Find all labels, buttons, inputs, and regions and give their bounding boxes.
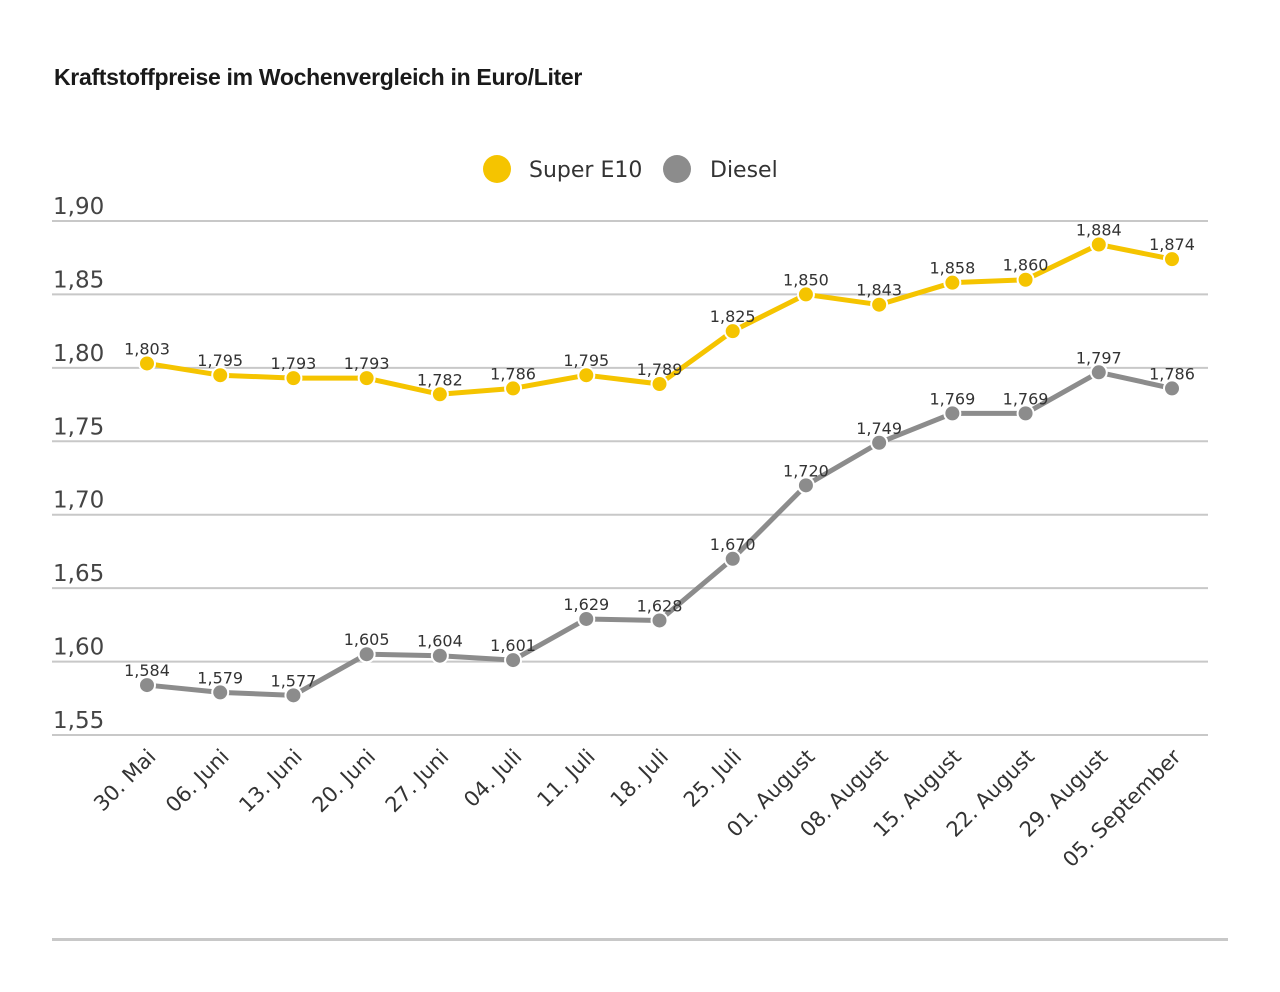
data-label-diesel: 1,769 bbox=[929, 389, 975, 408]
data-label-super-e10: 1,793 bbox=[271, 354, 317, 373]
data-point-super-e10 bbox=[504, 379, 523, 398]
data-label-diesel: 1,601 bbox=[490, 636, 536, 655]
data-label-diesel: 1,720 bbox=[783, 461, 829, 480]
data-label-super-e10: 1,884 bbox=[1076, 220, 1122, 239]
data-label-super-e10: 1,858 bbox=[929, 259, 975, 278]
y-tick-label: 1,90 bbox=[53, 194, 104, 220]
y-tick-label: 1,55 bbox=[53, 708, 104, 734]
data-point-super-e10 bbox=[723, 322, 742, 341]
data-label-super-e10: 1,793 bbox=[344, 354, 390, 373]
bottom-divider bbox=[52, 938, 1228, 941]
y-tick-label: 1,70 bbox=[53, 488, 104, 514]
chart-title: Kraftstoffpreise im Wochenvergleich in E… bbox=[54, 64, 583, 90]
data-point-diesel bbox=[577, 609, 596, 628]
data-point-super-e10 bbox=[138, 354, 156, 373]
data-point-super-e10 bbox=[1163, 250, 1181, 269]
data-point-super-e10 bbox=[357, 369, 376, 388]
data-point-diesel bbox=[357, 645, 376, 664]
data-point-super-e10 bbox=[943, 273, 962, 292]
x-tick-label: 30. Mai bbox=[89, 745, 160, 816]
series-diesel: 1,584 1,579 1,577 1,605 1,604 1,601 1,629 1,628… bbox=[124, 348, 1195, 705]
y-tick-label: 1,60 bbox=[53, 635, 104, 661]
data-label-diesel: 1,786 bbox=[1149, 364, 1195, 383]
x-axis-ticks: 30. Mai 06. Juni 13. Juni 20. Juni 27. Juni 0… bbox=[89, 744, 1186, 872]
data-label-diesel: 1,670 bbox=[710, 535, 756, 554]
data-point-super-e10 bbox=[211, 366, 230, 385]
data-label-super-e10: 1,843 bbox=[856, 281, 902, 300]
data-point-diesel bbox=[796, 476, 815, 495]
data-point-super-e10 bbox=[650, 375, 669, 394]
y-tick-label: 1,65 bbox=[53, 561, 104, 587]
data-point-super-e10 bbox=[1089, 235, 1108, 254]
data-point-diesel bbox=[723, 549, 742, 568]
data-label-diesel: 1,749 bbox=[856, 419, 902, 438]
data-label-super-e10: 1,850 bbox=[783, 270, 829, 289]
x-tick-label: 25. Juli bbox=[679, 745, 746, 812]
data-label-diesel: 1,579 bbox=[197, 668, 243, 687]
data-point-diesel bbox=[650, 611, 669, 630]
y-tick-label: 1,80 bbox=[53, 341, 104, 367]
data-label-diesel: 1,769 bbox=[1003, 389, 1049, 408]
series-line-diesel bbox=[146, 369, 1173, 698]
data-point-diesel bbox=[211, 683, 230, 702]
data-label-super-e10: 1,860 bbox=[1003, 256, 1049, 275]
data-point-diesel bbox=[943, 404, 962, 423]
x-tick-label: 20. Juni bbox=[308, 745, 381, 818]
x-tick-label: 13. Juni bbox=[234, 745, 307, 818]
series-group: 1,803 1,795 1,793 1,793 1,782 1,786 1,795 1,789… bbox=[124, 220, 1195, 705]
legend-marker-super-e10 bbox=[483, 155, 511, 183]
data-label-super-e10: 1,825 bbox=[710, 307, 756, 326]
data-label-diesel: 1,577 bbox=[271, 671, 317, 690]
data-label-diesel: 1,797 bbox=[1076, 348, 1122, 367]
data-label-super-e10: 1,803 bbox=[124, 339, 170, 358]
data-label-diesel: 1,629 bbox=[563, 595, 609, 614]
data-label-diesel: 1,605 bbox=[344, 630, 390, 649]
data-label-super-e10: 1,782 bbox=[417, 370, 463, 389]
series-super-e10: 1,803 1,795 1,793 1,793 1,782 1,786 1,795 1,789… bbox=[124, 220, 1195, 404]
data-point-super-e10 bbox=[1016, 270, 1035, 289]
x-tick-label: 11. Juli bbox=[532, 745, 599, 812]
x-tick-label: 27. Juni bbox=[381, 745, 454, 818]
legend-marker-diesel bbox=[663, 155, 691, 183]
data-label-diesel: 1,604 bbox=[417, 632, 463, 651]
legend: Super E10 Diesel bbox=[483, 155, 778, 183]
data-label-diesel: 1,584 bbox=[124, 661, 170, 680]
data-point-diesel bbox=[138, 676, 156, 695]
y-tick-label: 1,75 bbox=[53, 414, 104, 440]
x-tick-label: 04. Juli bbox=[459, 745, 526, 812]
data-point-super-e10 bbox=[870, 295, 889, 314]
data-point-super-e10 bbox=[430, 385, 449, 404]
y-axis-ticks: 1,55 1,60 1,65 1,70 1,75 1,80 1,85 1,90 bbox=[53, 194, 104, 734]
x-tick-label: 18. Juli bbox=[606, 745, 673, 812]
data-label-super-e10: 1,795 bbox=[197, 351, 243, 370]
data-point-super-e10 bbox=[577, 366, 596, 385]
data-label-diesel: 1,628 bbox=[637, 596, 683, 615]
x-tick-label: 06. Juni bbox=[161, 745, 234, 818]
data-label-super-e10: 1,874 bbox=[1149, 235, 1195, 254]
data-point-super-e10 bbox=[796, 285, 815, 304]
data-point-diesel bbox=[1016, 404, 1035, 423]
data-label-super-e10: 1,789 bbox=[637, 360, 683, 379]
data-point-diesel bbox=[870, 433, 889, 452]
gridlines bbox=[52, 220, 1208, 736]
data-point-diesel bbox=[284, 686, 303, 705]
data-point-super-e10 bbox=[284, 369, 303, 388]
data-point-diesel bbox=[504, 651, 523, 670]
legend-label-super-e10: Super E10 bbox=[529, 158, 642, 183]
data-label-super-e10: 1,795 bbox=[563, 351, 609, 370]
y-tick-label: 1,85 bbox=[53, 267, 104, 293]
data-point-diesel bbox=[1163, 379, 1181, 398]
data-label-super-e10: 1,786 bbox=[490, 364, 536, 383]
data-point-diesel bbox=[430, 646, 449, 665]
data-point-diesel bbox=[1089, 363, 1108, 382]
legend-label-diesel: Diesel bbox=[710, 158, 778, 183]
